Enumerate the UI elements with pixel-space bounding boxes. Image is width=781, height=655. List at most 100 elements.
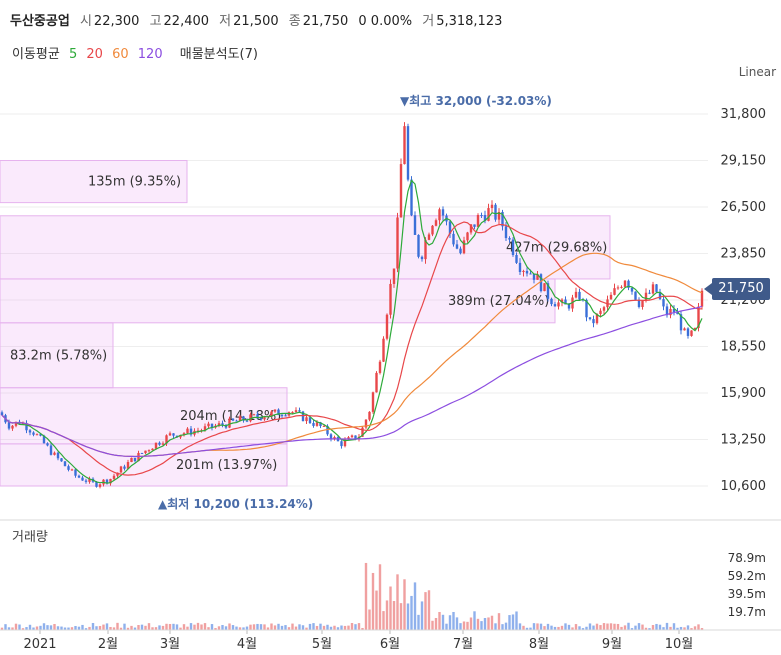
- change-value: 0 0.00%: [358, 14, 413, 29]
- candles: [0, 122, 704, 489]
- candle-body: [277, 409, 280, 416]
- candle-body: [382, 338, 385, 362]
- volume-profile-label[interactable]: 매물분석도(7): [179, 47, 258, 62]
- volume-bar: [662, 627, 665, 630]
- volume-bar: [305, 627, 308, 630]
- x-axis-labels: 2021 2월 3월 4월 5월 6월 7월 8월 9월 10월: [23, 630, 693, 652]
- volume-bar: [112, 627, 116, 630]
- volume-bar: [291, 623, 294, 630]
- volume-bar: [347, 625, 350, 630]
- volume-profile-bar: [0, 322, 114, 389]
- volume-bar: [224, 626, 228, 630]
- volume-bar: [497, 613, 501, 630]
- volume-bar: [406, 603, 410, 630]
- candle-body: [560, 299, 564, 303]
- volume-bar: [312, 623, 315, 630]
- volume-tick-label: 78.9m: [728, 551, 766, 565]
- candle-body: [189, 428, 193, 435]
- volume-bar: [609, 623, 613, 630]
- volume-bar: [210, 624, 214, 630]
- high-value: 22,400: [163, 14, 210, 29]
- volume-bar: [249, 624, 252, 630]
- candle-body: [557, 302, 560, 307]
- volume-tick-label: 19.7m: [728, 605, 766, 619]
- candle-body: [305, 417, 308, 422]
- candle-body: [662, 299, 665, 307]
- candle-body: [623, 280, 627, 287]
- volume-bar: [543, 626, 546, 630]
- volume-bar: [28, 624, 32, 630]
- volume-bar: [606, 623, 609, 630]
- volume-bar: [242, 627, 245, 630]
- candle-body: [448, 221, 452, 234]
- volume-bar: [133, 627, 137, 630]
- volume-bar: [0, 627, 4, 630]
- ma60-label[interactable]: 60: [112, 47, 129, 62]
- candle-body: [294, 410, 298, 412]
- candle-body: [158, 442, 161, 445]
- volume-bar: [214, 628, 217, 630]
- candle-body: [424, 239, 427, 260]
- volume-bar: [140, 624, 144, 630]
- volume-bar: [322, 625, 326, 630]
- volume-bar: [21, 628, 25, 630]
- candle-body: [350, 435, 354, 438]
- candle-body: [361, 427, 364, 437]
- low-label: 저: [219, 14, 232, 29]
- candle-body: [207, 423, 210, 427]
- volume-bar: [634, 625, 637, 630]
- volume-bar: [231, 625, 235, 630]
- volume-bar: [49, 625, 53, 630]
- volume-bar: [200, 624, 203, 630]
- candle-body: [543, 283, 546, 292]
- volume-bar: [501, 624, 504, 630]
- volume-bar: [203, 623, 207, 630]
- candle-body: [459, 248, 462, 254]
- candle-body: [515, 254, 518, 263]
- candle-body: [690, 330, 693, 336]
- ma120-label[interactable]: 120: [137, 47, 163, 62]
- volume-bar: [613, 623, 616, 630]
- volume-bar: [350, 623, 354, 630]
- candle-body: [564, 299, 567, 305]
- candle-body: [165, 435, 168, 444]
- candle-body: [487, 208, 490, 221]
- volume-bar: [53, 623, 56, 630]
- candle-body: [476, 215, 480, 227]
- volume-bar: [651, 625, 655, 630]
- candle-body: [217, 423, 221, 426]
- volume-bar: [700, 628, 704, 630]
- volume-bar: [11, 627, 14, 630]
- ma5-label[interactable]: 5: [68, 47, 78, 62]
- candle-body: [340, 441, 343, 447]
- volume-bar: [539, 623, 543, 630]
- volume-bar: [385, 600, 389, 630]
- candle-body: [284, 415, 287, 417]
- candle-body: [11, 425, 14, 429]
- candle-body: [602, 307, 606, 311]
- volume-bar: [42, 623, 46, 630]
- ma20-label[interactable]: 20: [86, 47, 103, 62]
- candle-body: [210, 423, 214, 428]
- volume-bar: [340, 625, 343, 630]
- volume-bar: [683, 627, 686, 630]
- candle-body: [644, 292, 648, 301]
- candle-body: [693, 328, 697, 331]
- candle-body: [410, 179, 413, 216]
- candle-body: [151, 448, 154, 451]
- volume-bar: [179, 627, 182, 630]
- volume-profile-bar: [0, 160, 188, 204]
- candle-body: [455, 244, 459, 249]
- volume-bar: [357, 623, 361, 630]
- candle-body: [700, 290, 704, 307]
- volume-bar: [473, 611, 476, 630]
- candle-body: [326, 425, 329, 435]
- candle-body: [574, 291, 578, 298]
- volume-profile-label: 389m (27.04%): [448, 294, 549, 309]
- scale-label[interactable]: Linear: [739, 65, 776, 79]
- candle-body: [396, 217, 399, 269]
- volume-bar: [25, 627, 28, 630]
- indicator-legend[interactable]: 이동평균 5 20 60 120 매물분석도(7): [12, 43, 263, 62]
- candle-body: [672, 308, 676, 313]
